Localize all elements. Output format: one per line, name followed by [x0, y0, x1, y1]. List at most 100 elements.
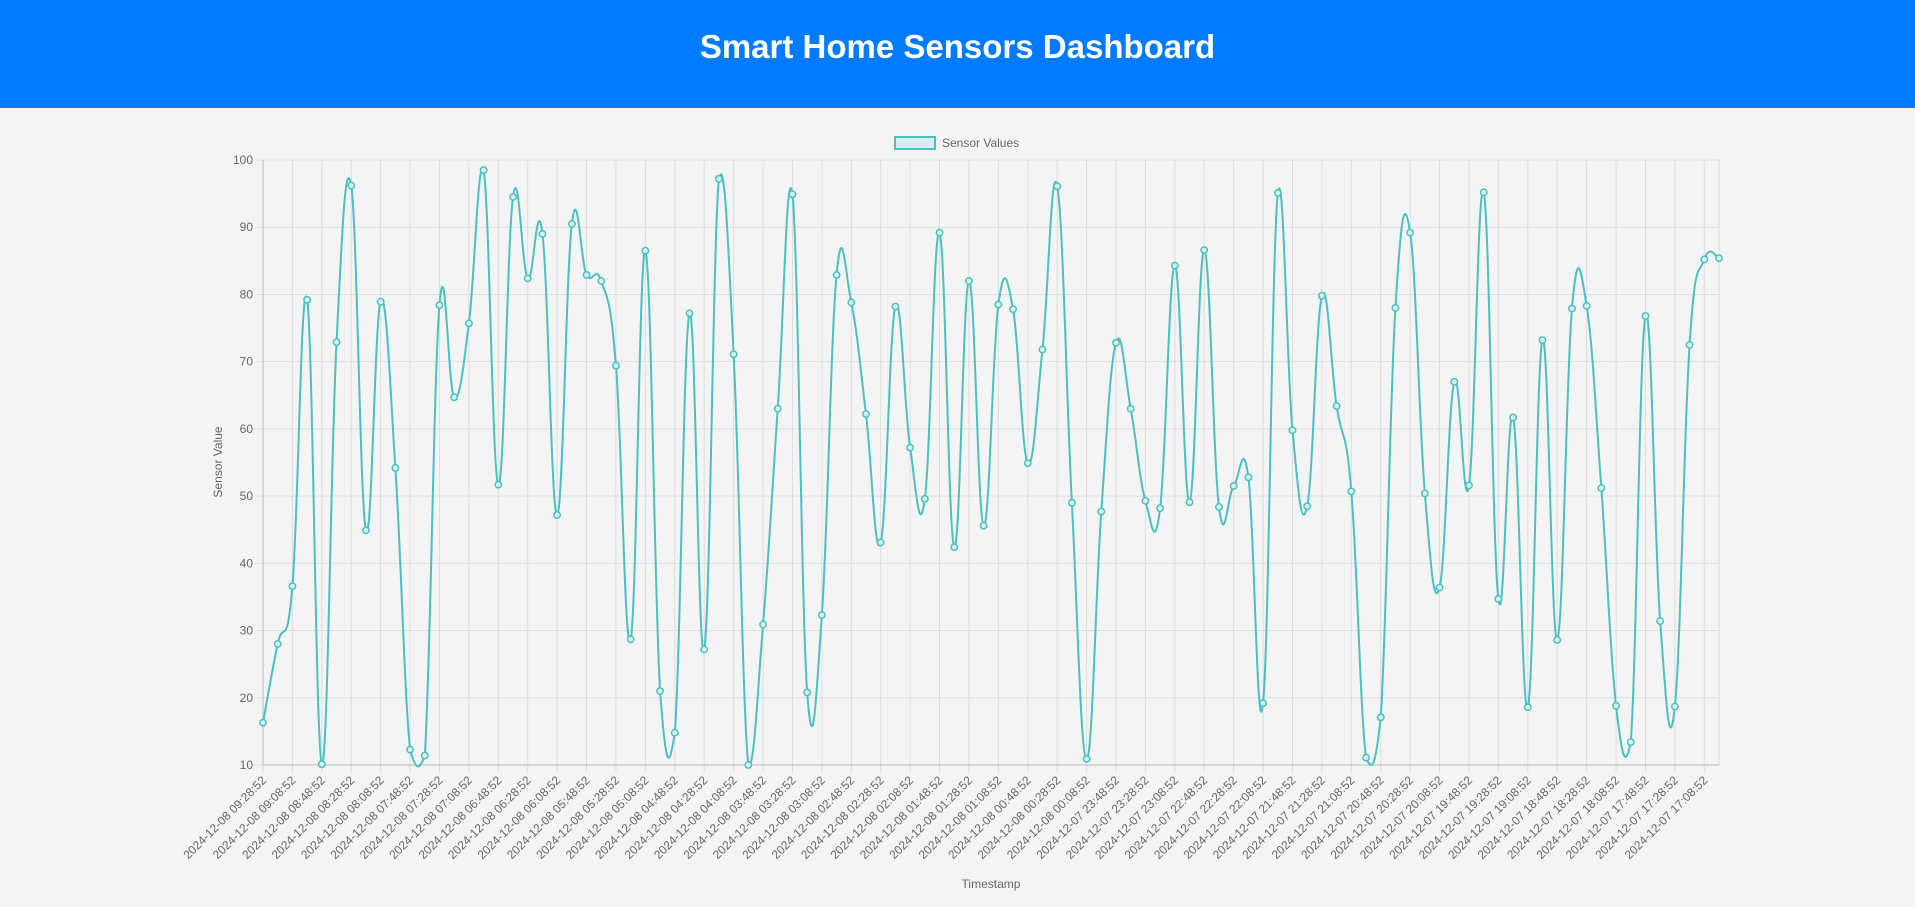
data-point[interactable]: [935, 228, 944, 237]
data-point[interactable]: [303, 295, 312, 304]
data-point[interactable]: [1685, 340, 1694, 349]
data-point[interactable]: [714, 174, 723, 183]
data-point[interactable]: [920, 494, 929, 503]
data-point[interactable]: [1317, 291, 1326, 300]
data-point[interactable]: [1273, 188, 1282, 197]
data-point[interactable]: [1553, 636, 1562, 644]
data-point[interactable]: [1215, 502, 1223, 511]
data-point[interactable]: [332, 338, 341, 347]
data-point[interactable]: [1715, 254, 1723, 263]
data-point[interactable]: [523, 274, 532, 283]
data-point[interactable]: [1656, 617, 1665, 626]
data-point[interactable]: [612, 361, 620, 370]
data-point[interactable]: [1332, 402, 1341, 410]
data-point[interactable]: [1641, 312, 1650, 320]
data-point[interactable]: [464, 319, 473, 328]
data-point[interactable]: [1567, 304, 1576, 313]
data-point[interactable]: [406, 745, 415, 754]
data-point[interactable]: [626, 635, 635, 644]
data-point[interactable]: [494, 480, 503, 489]
data-point[interactable]: [1156, 504, 1165, 513]
data-point[interactable]: [1420, 489, 1429, 498]
data-point[interactable]: [450, 393, 459, 402]
data-point[interactable]: [1450, 377, 1459, 386]
data-point[interactable]: [1244, 473, 1253, 482]
data-point[interactable]: [906, 443, 915, 452]
data-point[interactable]: [744, 761, 753, 769]
data-point[interactable]: [1376, 713, 1385, 722]
data-point[interactable]: [597, 277, 606, 285]
data-point[interactable]: [1362, 753, 1370, 762]
data-point[interactable]: [1288, 426, 1297, 435]
data-point[interactable]: [1523, 703, 1532, 712]
data-point[interactable]: [729, 350, 738, 359]
data-point[interactable]: [1406, 228, 1415, 237]
data-point[interactable]: [1626, 738, 1635, 747]
data-point[interactable]: [700, 645, 709, 654]
data-point[interactable]: [317, 760, 326, 769]
data-point[interactable]: [1170, 261, 1179, 270]
data-point[interactable]: [273, 640, 282, 648]
data-point[interactable]: [1597, 484, 1606, 492]
data-point[interactable]: [538, 229, 547, 238]
data-point[interactable]: [361, 526, 370, 535]
data-point[interactable]: [1229, 482, 1238, 490]
data-point[interactable]: [435, 301, 444, 310]
data-point[interactable]: [553, 510, 562, 519]
data-point[interactable]: [1582, 301, 1591, 310]
data-point[interactable]: [1097, 507, 1106, 516]
data-point[interactable]: [1509, 413, 1518, 422]
chart-legend[interactable]: Sensor Values: [894, 136, 1019, 150]
data-point[interactable]: [1303, 502, 1312, 511]
data-point[interactable]: [1465, 481, 1473, 490]
data-point[interactable]: [979, 521, 988, 530]
data-point[interactable]: [964, 277, 973, 285]
data-point[interactable]: [862, 410, 870, 419]
data-point[interactable]: [1038, 345, 1047, 354]
data-point[interactable]: [656, 687, 665, 696]
data-point[interactable]: [817, 611, 826, 620]
data-point[interactable]: [876, 538, 885, 547]
data-point[interactable]: [1538, 336, 1547, 345]
data-point[interactable]: [420, 751, 429, 760]
data-point[interactable]: [376, 297, 385, 306]
data-point[interactable]: [288, 582, 297, 591]
data-point[interactable]: [1347, 487, 1356, 496]
data-point[interactable]: [1023, 459, 1032, 468]
data-point[interactable]: [1053, 182, 1062, 191]
data-point[interactable]: [994, 300, 1003, 309]
data-point[interactable]: [1612, 701, 1621, 710]
data-point[interactable]: [1700, 255, 1709, 264]
data-point[interactable]: [641, 246, 650, 255]
data-point[interactable]: [773, 404, 782, 413]
data-point[interactable]: [1494, 595, 1503, 603]
data-point[interactable]: [479, 166, 488, 175]
data-point[interactable]: [670, 728, 679, 737]
data-point[interactable]: [847, 298, 856, 307]
data-point[interactable]: [259, 718, 267, 727]
data-point[interactable]: [1185, 498, 1194, 507]
data-point[interactable]: [891, 302, 900, 311]
data-point[interactable]: [1009, 305, 1018, 314]
data-point[interactable]: [803, 688, 812, 697]
data-point[interactable]: [391, 463, 400, 472]
data-point[interactable]: [685, 309, 694, 318]
data-point[interactable]: [1259, 699, 1268, 708]
data-point[interactable]: [582, 271, 591, 279]
data-point[interactable]: [759, 620, 767, 629]
data-point[interactable]: [1112, 338, 1120, 347]
data-point[interactable]: [832, 271, 841, 279]
data-point[interactable]: [950, 543, 959, 552]
data-point[interactable]: [1126, 404, 1135, 413]
data-point[interactable]: [1670, 702, 1679, 711]
data-point[interactable]: [1067, 498, 1076, 507]
data-point[interactable]: [1141, 496, 1150, 505]
data-point[interactable]: [1435, 583, 1444, 592]
data-point[interactable]: [788, 190, 797, 199]
data-point[interactable]: [1200, 246, 1209, 255]
data-point[interactable]: [1479, 188, 1488, 197]
data-point[interactable]: [509, 193, 517, 201]
data-point[interactable]: [567, 219, 576, 228]
data-point[interactable]: [1391, 303, 1400, 312]
data-point[interactable]: [1082, 755, 1091, 763]
